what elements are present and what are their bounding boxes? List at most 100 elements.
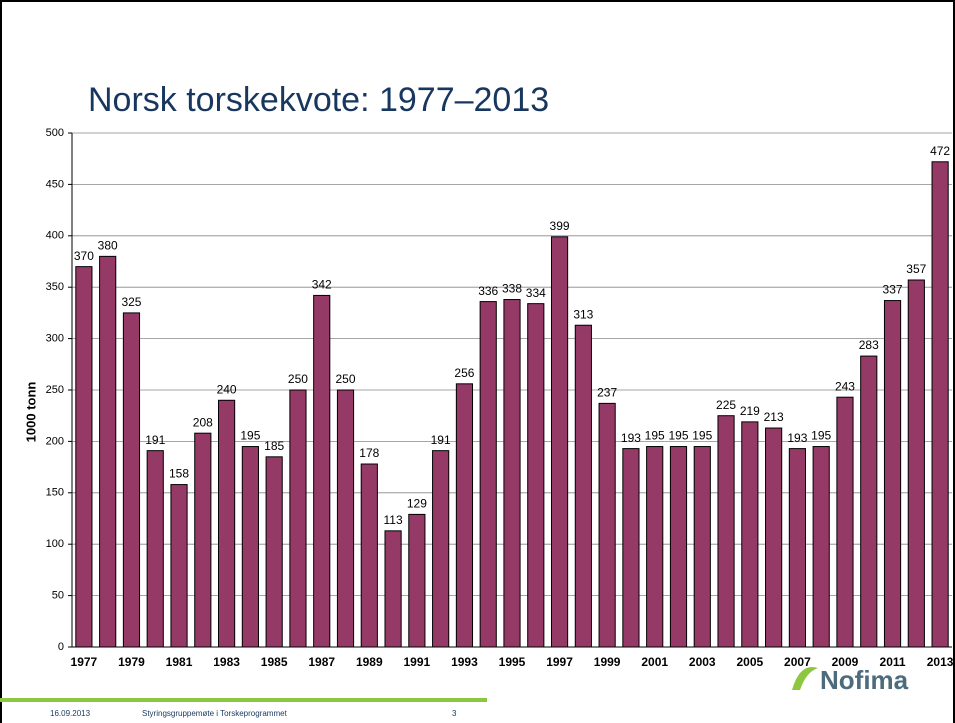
- bar: [669, 446, 688, 648]
- bar: [479, 301, 497, 648]
- x-tick-label: 1979: [118, 655, 145, 669]
- bar: [574, 324, 592, 648]
- bar: [146, 450, 164, 648]
- bar: [931, 161, 949, 648]
- bar: [622, 448, 640, 648]
- bar: [336, 389, 355, 648]
- x-tick-label: 2007: [784, 655, 811, 669]
- footer-date: 16.09.2013: [50, 709, 91, 718]
- y-tick-label: 250: [46, 384, 64, 396]
- y-axis-label: 1000 tonn: [23, 382, 38, 443]
- x-tick-label: 1993: [451, 655, 478, 669]
- data-label: 370: [74, 249, 94, 263]
- y-tick-label: 450: [46, 178, 64, 190]
- data-label: 283: [859, 338, 879, 352]
- data-label: 195: [240, 429, 260, 443]
- bar: [289, 389, 307, 648]
- footer-text: Styringsgruppemøte i Torskeprogrammet: [142, 709, 288, 718]
- x-tick-label: 1995: [499, 655, 526, 669]
- x-tick-label: 2009: [832, 655, 859, 669]
- data-label: 113: [384, 513, 403, 527]
- data-label: 357: [906, 262, 926, 276]
- bar: [527, 303, 545, 648]
- x-tick-label: 2005: [736, 655, 763, 669]
- bar: [432, 450, 450, 648]
- bar: [741, 421, 759, 648]
- data-label: 256: [454, 366, 474, 380]
- data-label: 178: [359, 446, 379, 460]
- data-label: 219: [740, 404, 760, 418]
- bar: [122, 312, 141, 648]
- data-label: 325: [121, 295, 141, 309]
- bar: [812, 446, 830, 648]
- bar: [907, 279, 925, 648]
- logo: Nofima: [820, 665, 909, 695]
- data-label: 337: [883, 283, 903, 297]
- data-label: 250: [335, 372, 355, 386]
- x-tick-label: 1987: [308, 655, 335, 669]
- data-label: 399: [550, 219, 570, 233]
- x-tick-label: 1997: [546, 655, 573, 669]
- x-tick-label: 1985: [261, 655, 288, 669]
- y-tick-label: 0: [58, 641, 64, 653]
- x-tick-label: 1981: [166, 655, 193, 669]
- x-tick-label: 2013: [927, 655, 954, 669]
- data-label: 380: [98, 239, 118, 253]
- y-tick-label: 300: [46, 333, 64, 345]
- data-label: 195: [668, 429, 688, 443]
- data-label: 195: [692, 429, 712, 443]
- bar: [860, 355, 878, 648]
- bar: [408, 513, 426, 648]
- bar: [360, 463, 378, 648]
- bar: [75, 266, 93, 648]
- x-tick-label: 2001: [641, 655, 668, 669]
- y-tick-label: 350: [46, 281, 64, 293]
- bar: [765, 427, 783, 648]
- bar: [99, 255, 117, 648]
- y-tick-label: 200: [46, 435, 64, 447]
- footer-page: 3: [452, 709, 457, 718]
- y-tick-label: 150: [46, 487, 64, 499]
- x-tick-label: 2011: [880, 655, 906, 669]
- y-tick-label: 100: [46, 538, 64, 550]
- data-label: 213: [764, 410, 784, 424]
- y-tick-label: 50: [52, 590, 64, 602]
- bar: [384, 530, 402, 648]
- data-label: 193: [621, 431, 641, 445]
- bar: [883, 300, 902, 648]
- x-tick-label: 2003: [689, 655, 716, 669]
- bar: [598, 402, 616, 648]
- data-label: 225: [716, 398, 736, 412]
- bar: [241, 446, 259, 648]
- data-label: 250: [288, 372, 308, 386]
- y-tick-label: 400: [46, 230, 64, 242]
- data-label: 191: [145, 433, 165, 447]
- data-label: 191: [431, 433, 451, 447]
- bar: [693, 446, 711, 648]
- bar: [218, 399, 236, 648]
- data-label: 336: [478, 284, 498, 298]
- bar: [503, 299, 521, 648]
- data-label: 313: [573, 307, 593, 321]
- data-label: 240: [217, 382, 237, 396]
- x-tick-label: 1991: [404, 655, 431, 669]
- data-label: 472: [930, 144, 950, 158]
- chart-title: Norsk torskekvote: 1977–2013: [88, 81, 549, 119]
- data-label: 158: [169, 467, 189, 481]
- data-label: 185: [264, 439, 284, 453]
- data-label: 195: [811, 429, 831, 443]
- bar: [646, 446, 664, 648]
- data-label: 129: [407, 497, 427, 511]
- logo-mark: [792, 666, 818, 690]
- data-label: 237: [597, 386, 617, 400]
- data-label: 334: [526, 286, 546, 300]
- x-tick-label: 1983: [213, 655, 240, 669]
- bar: [265, 456, 283, 648]
- data-label: 243: [835, 379, 855, 393]
- footer-bar: [0, 698, 487, 702]
- bar: [313, 294, 331, 648]
- x-tick-label: 1977: [71, 655, 98, 669]
- x-tick-label: 1989: [356, 655, 383, 669]
- bar: [194, 432, 212, 648]
- bar: [455, 383, 474, 648]
